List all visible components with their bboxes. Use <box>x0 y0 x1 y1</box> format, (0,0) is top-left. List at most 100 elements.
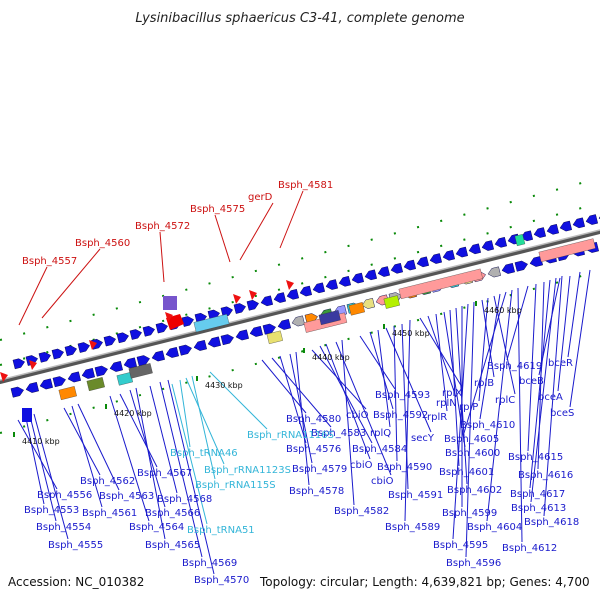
gene-label-37: Bsph_4599 <box>442 508 497 519</box>
reverse-gene-20 <box>291 315 305 327</box>
gene-label-15: Bsph_4583 <box>311 428 366 439</box>
map-title: Lysinibacillus sphaericus C3-41, complet… <box>135 11 464 26</box>
gene-label-14: Bsph_4580 <box>286 414 341 425</box>
gene-label-54: Bsph_4617 <box>510 489 565 500</box>
rna-leader-1 <box>179 379 191 448</box>
gene-label-42: rplC <box>495 395 515 406</box>
gene-leader-10 <box>135 387 166 540</box>
gene-leader-55 <box>530 277 557 503</box>
gene-label-38: Bsph_4595 <box>433 540 488 551</box>
forward-gene-40 <box>533 227 547 238</box>
gene-leader-54 <box>529 279 551 489</box>
forward-gene-36 <box>481 240 495 251</box>
feature-block-7 <box>318 310 341 326</box>
gene-leader-6 <box>77 403 120 491</box>
forward-gene-25 <box>338 275 352 287</box>
forward-gene-37 <box>494 236 508 248</box>
gene-leader-15 <box>271 357 332 428</box>
gene-leader-38 <box>452 303 469 540</box>
gene-label-22: cbiO <box>371 476 394 487</box>
gene-label-41: rplP <box>459 402 478 413</box>
forward-gene-8 <box>116 332 129 344</box>
highlight-label-5: Bsph_4581 <box>278 180 333 191</box>
feature-marker-blue <box>22 408 32 422</box>
gene-label-12: Bsph_4569 <box>182 558 237 569</box>
gene-leader-18 <box>295 351 310 486</box>
gene-leader-13 <box>167 379 215 575</box>
rna-label-1: Bsph_tRNA46 <box>170 448 238 459</box>
reverse-gene-12 <box>178 344 192 356</box>
gene-leader-23 <box>341 339 355 506</box>
reverse-gene-7 <box>109 360 123 372</box>
reverse-gene-16 <box>235 329 249 341</box>
gene-label-9: Bsph_4566 <box>145 508 200 519</box>
reverse-gene-25 <box>361 297 375 309</box>
tick-label-0: 4410 kbp <box>22 437 60 446</box>
gene-label-24: Bsph_4593 <box>375 390 430 401</box>
reverse-gene-11 <box>165 346 179 358</box>
highlight-pointer-3 <box>165 312 173 322</box>
gene-label-49: bceB <box>519 376 544 387</box>
feature-block-9 <box>383 295 400 309</box>
accession-text: Accession: NC_010382 <box>8 575 144 589</box>
gene-leader-56 <box>543 275 563 517</box>
forward-gene-11 <box>155 322 168 334</box>
gene-label-16: Bsph_4576 <box>286 444 341 455</box>
gene-leader-39 <box>465 301 475 558</box>
highlight-label-1: Bsph_4560 <box>75 238 130 249</box>
scale-ticks: 4410 kbp 4420 kbp 4430 kbp 4440 kbp 4450 kbp… <box>13 301 522 446</box>
gene-label-36: Bsph_4602 <box>447 485 502 496</box>
forward-gene-33 <box>442 249 456 261</box>
gene-leader-7 <box>109 395 150 522</box>
highlight-leader-1 <box>41 248 101 319</box>
gene-leader-29 <box>401 323 409 490</box>
forward-gene-29 <box>390 262 404 274</box>
reverse-gene-10 <box>151 350 165 362</box>
gene-label-25: Bsph_4592 <box>373 410 428 421</box>
gene-label-5: Bsph_4561 <box>82 508 137 519</box>
gene-label-45: Bsph_4604 <box>467 522 522 533</box>
feature-block-3 <box>128 363 153 379</box>
gene-label-4: Bsph_4562 <box>80 476 135 487</box>
gene-label-34: Bsph_4600 <box>445 448 500 459</box>
gene-label-6: Bsph_4563 <box>99 491 154 502</box>
reverse-gene-0 <box>10 386 24 398</box>
reverse-gene-9 <box>136 355 150 367</box>
gene-leader-12 <box>159 381 203 558</box>
gene-leader-51 <box>569 269 591 408</box>
gene-leader-30 <box>404 319 411 522</box>
forward-gene-5 <box>77 342 90 353</box>
reverse-gene-6 <box>94 365 108 377</box>
gene-leader-0 <box>17 419 58 490</box>
forward-gene-42 <box>559 220 573 232</box>
rna-label-0: Bsph_rRNA1116S <box>247 430 334 441</box>
highlight-pointer-2 <box>89 340 97 350</box>
forward-gene-7 <box>103 335 116 347</box>
rna-leader-0 <box>209 371 268 430</box>
gene-label-23: Bsph_4582 <box>334 506 389 517</box>
gene-label-21: cbiO <box>350 460 373 471</box>
gene-leader-47 <box>506 285 529 361</box>
feature-block-4 <box>193 313 230 333</box>
gene-label-33: rplR <box>427 412 447 423</box>
gene-label-7: Bsph_4564 <box>129 522 184 533</box>
reverse-gene-13 <box>193 339 207 351</box>
forward-gene-3 <box>51 348 64 360</box>
reverse-gene-14 <box>207 336 221 348</box>
highlight-label-0: Bsph_4557 <box>22 256 77 267</box>
feature-block-11 <box>538 238 596 263</box>
gene-label-43: Bsph_4610 <box>460 420 515 431</box>
rna-leader-3 <box>191 375 216 480</box>
reverse-gene-15 <box>220 334 234 346</box>
forward-gene-18 <box>246 299 259 311</box>
highlight-leader-2 <box>159 231 165 283</box>
highlight-leader-3 <box>214 214 231 263</box>
gene-leader-43 <box>479 293 501 420</box>
rna-label-2: Bsph_rRNA1123S <box>204 465 291 476</box>
gene-leader-45 <box>486 289 513 522</box>
feature-block-0 <box>58 386 77 401</box>
forward-gene-20 <box>273 292 287 303</box>
feature-block-8 <box>348 302 365 316</box>
gene-leader-5 <box>71 405 103 508</box>
